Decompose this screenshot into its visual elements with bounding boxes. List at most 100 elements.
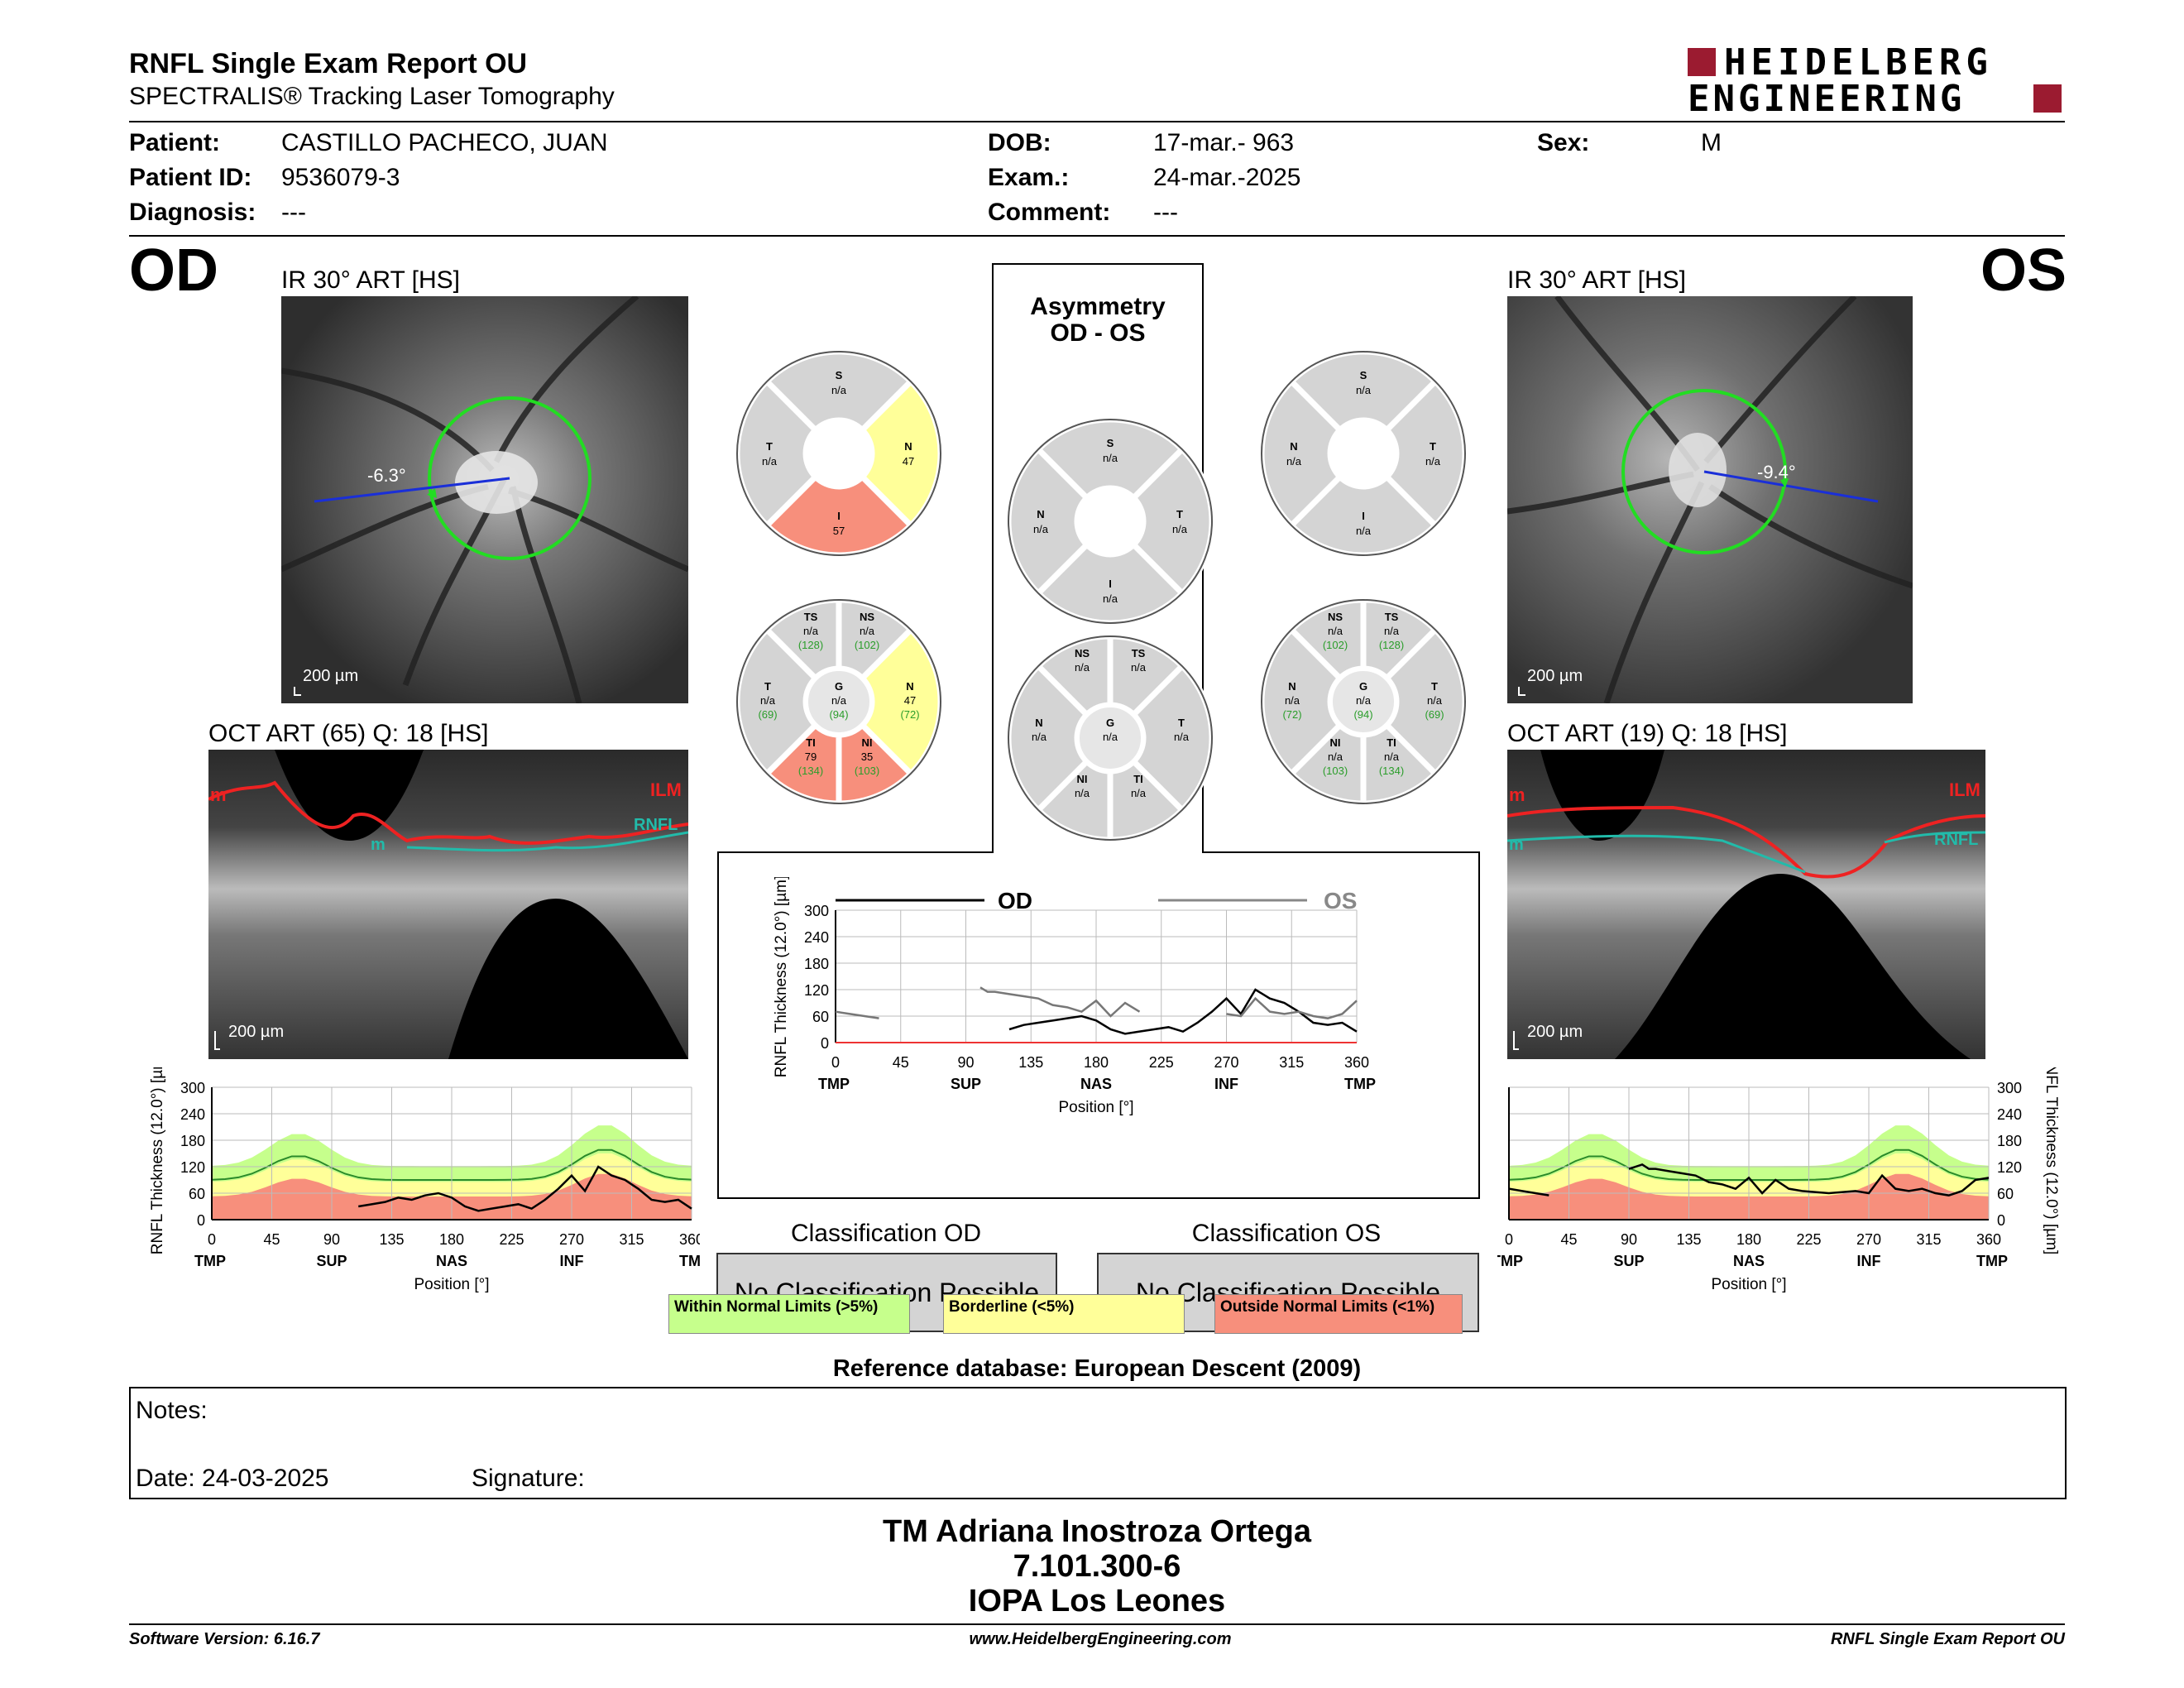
y-tick-label: 300 xyxy=(180,1080,205,1096)
sector-ref-t: (69) xyxy=(758,708,777,721)
reference-database: Reference database: European Descent (20… xyxy=(832,1355,1362,1382)
sector-value-g: n/a xyxy=(1356,694,1372,707)
os-scan-circle xyxy=(1621,389,1787,554)
x-tick-label: 0 xyxy=(208,1231,216,1248)
x-tick-label: 180 xyxy=(1736,1231,1761,1248)
series-line-od xyxy=(1008,988,1358,1035)
os-ir-title: IR 30° ART [HS] xyxy=(1507,266,1686,294)
footer-website[interactable]: www.HeidelbergEngineering.com xyxy=(969,1630,1232,1648)
od-quadrant-diagram: Sn/a N 47 I 57 Tn/a xyxy=(735,349,943,558)
sector-value-n: n/a xyxy=(1033,523,1049,535)
sector-ref-g: (94) xyxy=(829,708,848,721)
asymmetry-panel xyxy=(717,263,1480,1199)
region-label: INF xyxy=(1857,1253,1881,1269)
od-ir-scale: 200 µm xyxy=(303,667,359,685)
region-label: SUP xyxy=(951,1076,981,1092)
y-tick-label: 180 xyxy=(180,1133,205,1149)
os-oct-scale: 200 µm xyxy=(1527,1023,1583,1041)
y-tick-label: 240 xyxy=(1997,1106,2022,1123)
sector-ref-n: (72) xyxy=(1282,708,1301,721)
x-tick-label: 270 xyxy=(1856,1231,1881,1248)
os-oct-title: OCT ART (19) Q: 18 [HS] xyxy=(1507,720,1788,747)
sector-value-ns: n/a xyxy=(1075,661,1090,674)
os-quadrant-diagram: Sn/a Tn/a In/a Nn/a xyxy=(1259,349,1468,558)
sector-label-n: N xyxy=(1288,680,1296,693)
sector-value-n: n/a xyxy=(1285,694,1300,707)
sector-label-s: S xyxy=(836,369,843,381)
notes-signature: Signature: xyxy=(472,1465,585,1492)
sector-value-n: n/a xyxy=(1286,455,1302,468)
region-label: INF xyxy=(1214,1076,1238,1092)
exam-date: 24-mar.-2025 xyxy=(1153,164,1301,191)
od-oct-scale: 200 µm xyxy=(228,1023,285,1041)
notes-box[interactable] xyxy=(129,1387,2067,1499)
patient-id-label: Patient ID: xyxy=(129,164,252,191)
region-label: NAS xyxy=(436,1253,467,1269)
signer-name: TM Adriana Inostroza Ortega xyxy=(883,1514,1311,1549)
os-oct-image xyxy=(1507,750,1985,1059)
od-axis-line xyxy=(314,477,510,503)
os-oct-rnfl: RNFL xyxy=(1934,831,1979,849)
od-scan-circle xyxy=(428,396,592,560)
sector-value-ti: n/a xyxy=(1384,750,1400,763)
sector-label-g: G xyxy=(1359,680,1367,693)
sector-value-ts: n/a xyxy=(803,625,819,637)
sector-label-n: N xyxy=(1035,717,1042,729)
x-tick-label: 315 xyxy=(619,1231,644,1248)
notes-label: Notes: xyxy=(136,1397,208,1424)
x-tick-label: 135 xyxy=(1018,1054,1043,1071)
os-angle-label: -9.4° xyxy=(1757,462,1796,482)
od-oct-rnfl: RNFL xyxy=(634,816,678,834)
sector-ref-ni: (103) xyxy=(1323,765,1348,777)
od-angle-label: -6.3° xyxy=(367,465,406,486)
sector-label-n: N xyxy=(904,440,912,453)
os-ir-image xyxy=(1507,296,1913,703)
sector-value-ti: 79 xyxy=(805,750,817,763)
x-axis-label: Position [°] xyxy=(1711,1276,1786,1293)
footer-software: Software Version: 6.16.7 xyxy=(129,1630,320,1648)
signer-id: 7.101.300-6 xyxy=(1013,1549,1181,1584)
sector-value-ts: n/a xyxy=(1131,661,1147,674)
sector-label-ti: TI xyxy=(806,736,816,749)
region-label: TMP xyxy=(1497,1253,1523,1269)
x-tick-label: 225 xyxy=(499,1231,524,1248)
sector-value-ns: n/a xyxy=(860,625,875,637)
x-tick-label: 45 xyxy=(263,1231,280,1248)
sector-value-n: 47 xyxy=(903,455,914,468)
os-sector-diagram: NSn/a(102)TSn/a(128)Tn/a(69)TIn/a(134)NI… xyxy=(1259,597,1468,806)
sector-label-ts: TS xyxy=(804,611,818,623)
asymmetry-thickness-chart: 300 240 180 120 60 00 45 90 135 180 225 270 315 360 TM… xyxy=(773,877,1376,1116)
region-label: TMP xyxy=(1344,1076,1376,1092)
y-tick-label: 240 xyxy=(804,929,829,946)
eye-label-od: OD xyxy=(129,237,218,304)
sector-value-ts: n/a xyxy=(1384,625,1400,637)
y-tick-label: 0 xyxy=(821,1035,829,1052)
report-title: RNFL Single Exam Report OU xyxy=(129,48,528,79)
sector-value-t: n/a xyxy=(1427,694,1443,707)
sector-label-t: T xyxy=(764,680,771,693)
os-thickness-chart: 300 240 180 120 60 0 0 45 90 135 180 225 270 315 360 TM… xyxy=(1497,1067,2060,1293)
sector-ref-ti: (134) xyxy=(1379,765,1404,777)
asymmetry-sector-diagram: NS n/a TS n/a Tn/a TI n/a NI n/a Nn/a Gn/a xyxy=(1006,634,1214,842)
od-oct-m2: m xyxy=(371,836,386,854)
x-tick-label: 90 xyxy=(957,1054,974,1071)
sector-value-t: n/a xyxy=(1425,455,1441,468)
classification-od-title: Classification OD xyxy=(790,1220,982,1247)
classification-os-title: Classification OS xyxy=(1191,1220,1382,1247)
region-label: NAS xyxy=(1080,1076,1112,1092)
sector-value-ni: 35 xyxy=(861,750,873,763)
sector-value-n: n/a xyxy=(1032,731,1047,743)
sector-label-t: T xyxy=(1430,440,1436,453)
y-tick-label: 0 xyxy=(197,1212,205,1229)
sector-ref-ns: (102) xyxy=(1323,639,1348,651)
diagnosis: --- xyxy=(281,199,306,226)
x-tick-label: 45 xyxy=(1560,1231,1577,1248)
y-tick-label: 180 xyxy=(1997,1133,2022,1149)
asymmetry-subtitle: OD - OS xyxy=(1050,319,1146,347)
series-line-os xyxy=(835,986,1358,1019)
y-tick-label: 300 xyxy=(804,903,829,919)
y-tick-label: 0 xyxy=(1997,1212,2005,1229)
os-axis-line xyxy=(1703,470,1879,503)
sector-value-t: n/a xyxy=(760,694,776,707)
